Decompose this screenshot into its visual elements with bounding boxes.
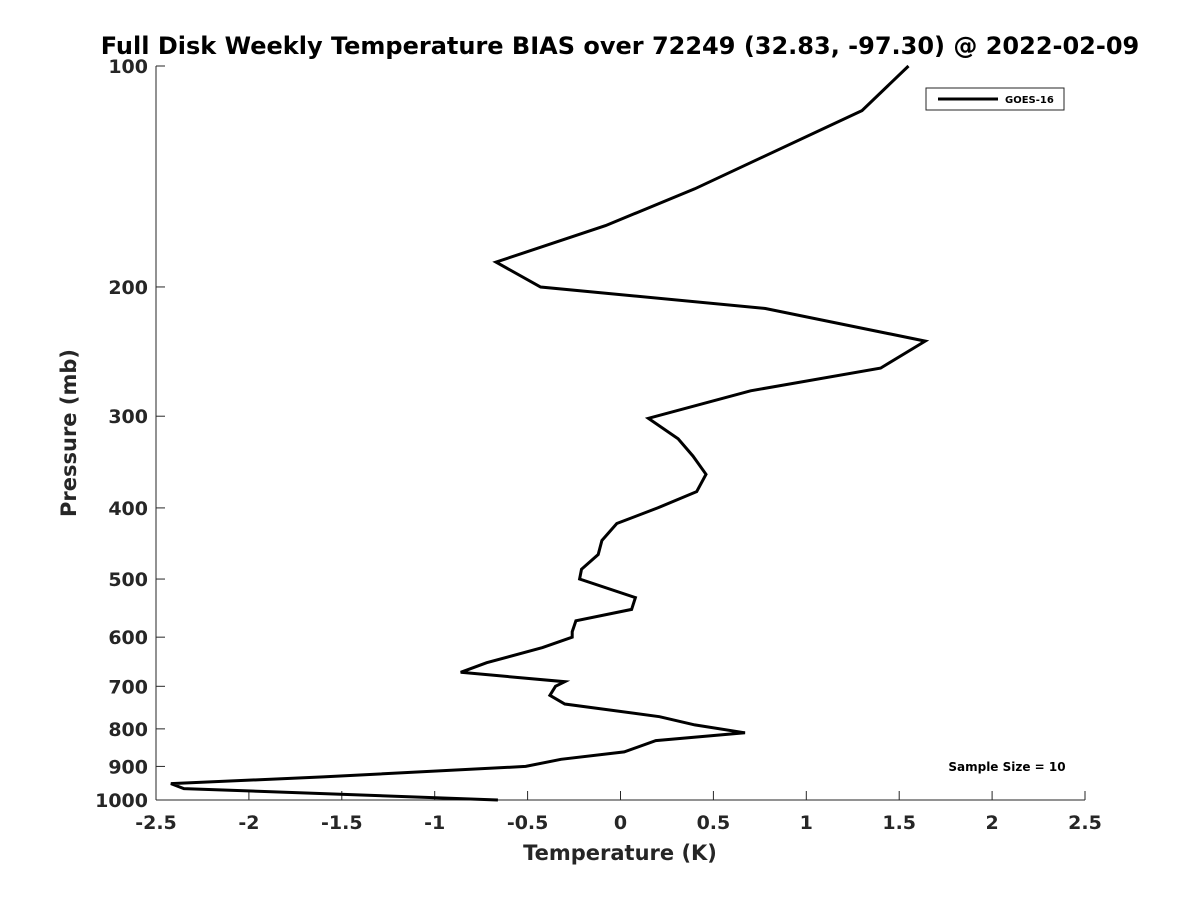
y-tick-label: 1000	[95, 790, 148, 812]
x-tick-label: 0.5	[697, 812, 731, 834]
x-tick-label: 2.5	[1068, 812, 1102, 834]
y-tick-label: 800	[108, 719, 148, 741]
chart-title: Full Disk Weekly Temperature BIAS over 7…	[101, 32, 1140, 60]
series-layer	[170, 64, 930, 802]
plot-area: -2.5 -2 -1.5 -1 -0.5 0 0.5 1 1.5 2 2.5 100 200 300 40…	[95, 56, 1102, 834]
legend-label-goes-16: GOES-16	[1005, 95, 1054, 106]
y-tick-label: 500	[108, 569, 148, 591]
sample-size-annotation: Sample Size = 10	[948, 760, 1065, 774]
x-tick-label: 1.5	[882, 812, 916, 834]
x-tick-label: -2	[238, 812, 259, 834]
legend: GOES-16	[925, 87, 1065, 111]
y-tick-label: 900	[108, 756, 148, 778]
y-ticks: 100 200 300 400 500 600 700 800 900 1000	[95, 56, 165, 812]
y-tick-label: 700	[108, 676, 148, 698]
y-tick-label: 600	[108, 627, 148, 649]
x-tick-label: -1.5	[321, 812, 363, 834]
x-tick-label: 0	[614, 812, 627, 834]
y-tick-label: 200	[108, 277, 148, 299]
y-axis-label: Pressure (mb)	[57, 349, 81, 517]
x-tick-label: -1	[424, 812, 445, 834]
y-tick-label: 300	[108, 406, 148, 428]
x-tick-label: -2.5	[135, 812, 177, 834]
x-axis-label: Temperature (K)	[523, 841, 717, 865]
x-ticks: -2.5 -2 -1.5 -1 -0.5 0 0.5 1 1.5 2 2.5	[135, 791, 1102, 834]
y-tick-label: 400	[108, 498, 148, 520]
x-tick-label: 1	[800, 812, 813, 834]
y-tick-label: 100	[108, 56, 148, 78]
x-tick-label: 2	[985, 812, 998, 834]
series-line-goes-16	[170, 64, 930, 802]
x-tick-label: -0.5	[507, 812, 549, 834]
